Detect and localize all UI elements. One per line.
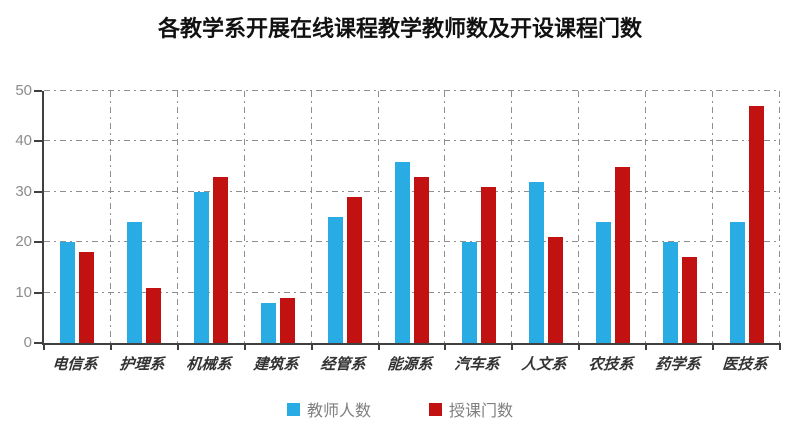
bar-teachers-0	[60, 242, 76, 343]
legend-swatch-teachers	[286, 402, 300, 416]
gridline-v-9	[645, 91, 647, 343]
x-tick-8	[578, 343, 581, 350]
x-tick-5	[377, 343, 380, 350]
y-axis-tick-label-30: 30	[15, 182, 32, 200]
bar-teachers-7	[528, 181, 544, 343]
bar-courses-0	[79, 252, 95, 343]
bar-teachers-2	[194, 191, 210, 343]
bar-courses-6	[480, 186, 496, 343]
y-axis-tick-label-50: 50	[15, 82, 32, 99]
y-axis-tick-label-10: 10	[15, 283, 32, 301]
gridline-v-11	[779, 91, 780, 343]
bar-teachers-3	[261, 302, 277, 343]
bar-courses-4	[347, 196, 363, 343]
bar-teachers-5	[395, 161, 410, 343]
y-tick-30	[34, 190, 42, 193]
gridline-v-2	[176, 91, 178, 343]
bar-courses-1	[146, 287, 162, 343]
bar-courses-9	[681, 257, 697, 343]
x-tick-6	[444, 343, 447, 350]
plot-area	[34, 90, 781, 350]
bar-teachers-6	[461, 242, 477, 343]
x-tick-4	[310, 343, 313, 350]
y-tick-50	[34, 90, 42, 92]
gridline-h-40	[44, 140, 780, 142]
y-tick-10	[34, 291, 42, 294]
y-axis-tick-label-20: 20	[15, 233, 32, 251]
y-tick-0	[34, 342, 42, 344]
y-tick-40	[34, 140, 42, 143]
gridline-v-3	[243, 91, 245, 343]
gridline-h-50	[44, 90, 780, 91]
legend-swatch-courses	[429, 402, 442, 416]
bar-courses-5	[414, 176, 429, 343]
x-axis-category-label-10: 医技系	[721, 356, 768, 373]
gridline-v-7	[511, 91, 513, 343]
bar-courses-2	[213, 176, 229, 343]
x-tick-10	[712, 343, 715, 350]
y-axis-tick-label-40: 40	[15, 132, 32, 150]
gridline-v-5	[377, 91, 379, 343]
gridline-h-20	[44, 241, 780, 243]
gridline-v-8	[578, 91, 580, 343]
bar-courses-7	[547, 237, 563, 343]
bar-courses-3	[280, 297, 296, 343]
gridline-v-6	[444, 91, 446, 343]
gridline-v-4	[310, 91, 312, 343]
bar-courses-10	[748, 106, 764, 343]
x-tick-2	[176, 343, 179, 350]
y-axis-tick-label-0: 0	[23, 334, 32, 351]
x-tick-0	[43, 343, 45, 350]
x-tick-7	[511, 343, 514, 350]
gridline-h-30	[44, 190, 780, 192]
x-tick-11	[779, 343, 781, 350]
gridline-v-10	[712, 91, 714, 343]
chart-title: 各教学系开展在线课程教学教师数及开设课程门数	[157, 16, 642, 41]
gridline-v-1	[109, 91, 111, 343]
y-tick-20	[34, 241, 42, 244]
legend-item-courses: 授课门数	[429, 397, 513, 421]
bar-teachers-4	[328, 217, 344, 343]
bar-teachers-8	[595, 222, 611, 343]
legend-label-courses: 授课门数	[449, 403, 514, 420]
x-tick-1	[109, 343, 112, 350]
gridline-h-10	[44, 291, 780, 293]
bar-teachers-1	[127, 222, 143, 343]
legend-label-teachers: 教师人数	[306, 403, 371, 420]
legend-item-teachers: 教师人数	[286, 397, 371, 421]
bar-courses-8	[614, 166, 630, 343]
legend: 教师人数 授课门数	[0, 397, 800, 421]
bar-teachers-9	[662, 242, 678, 343]
x-tick-9	[645, 343, 648, 350]
x-tick-3	[243, 343, 246, 350]
bar-teachers-10	[729, 222, 745, 343]
